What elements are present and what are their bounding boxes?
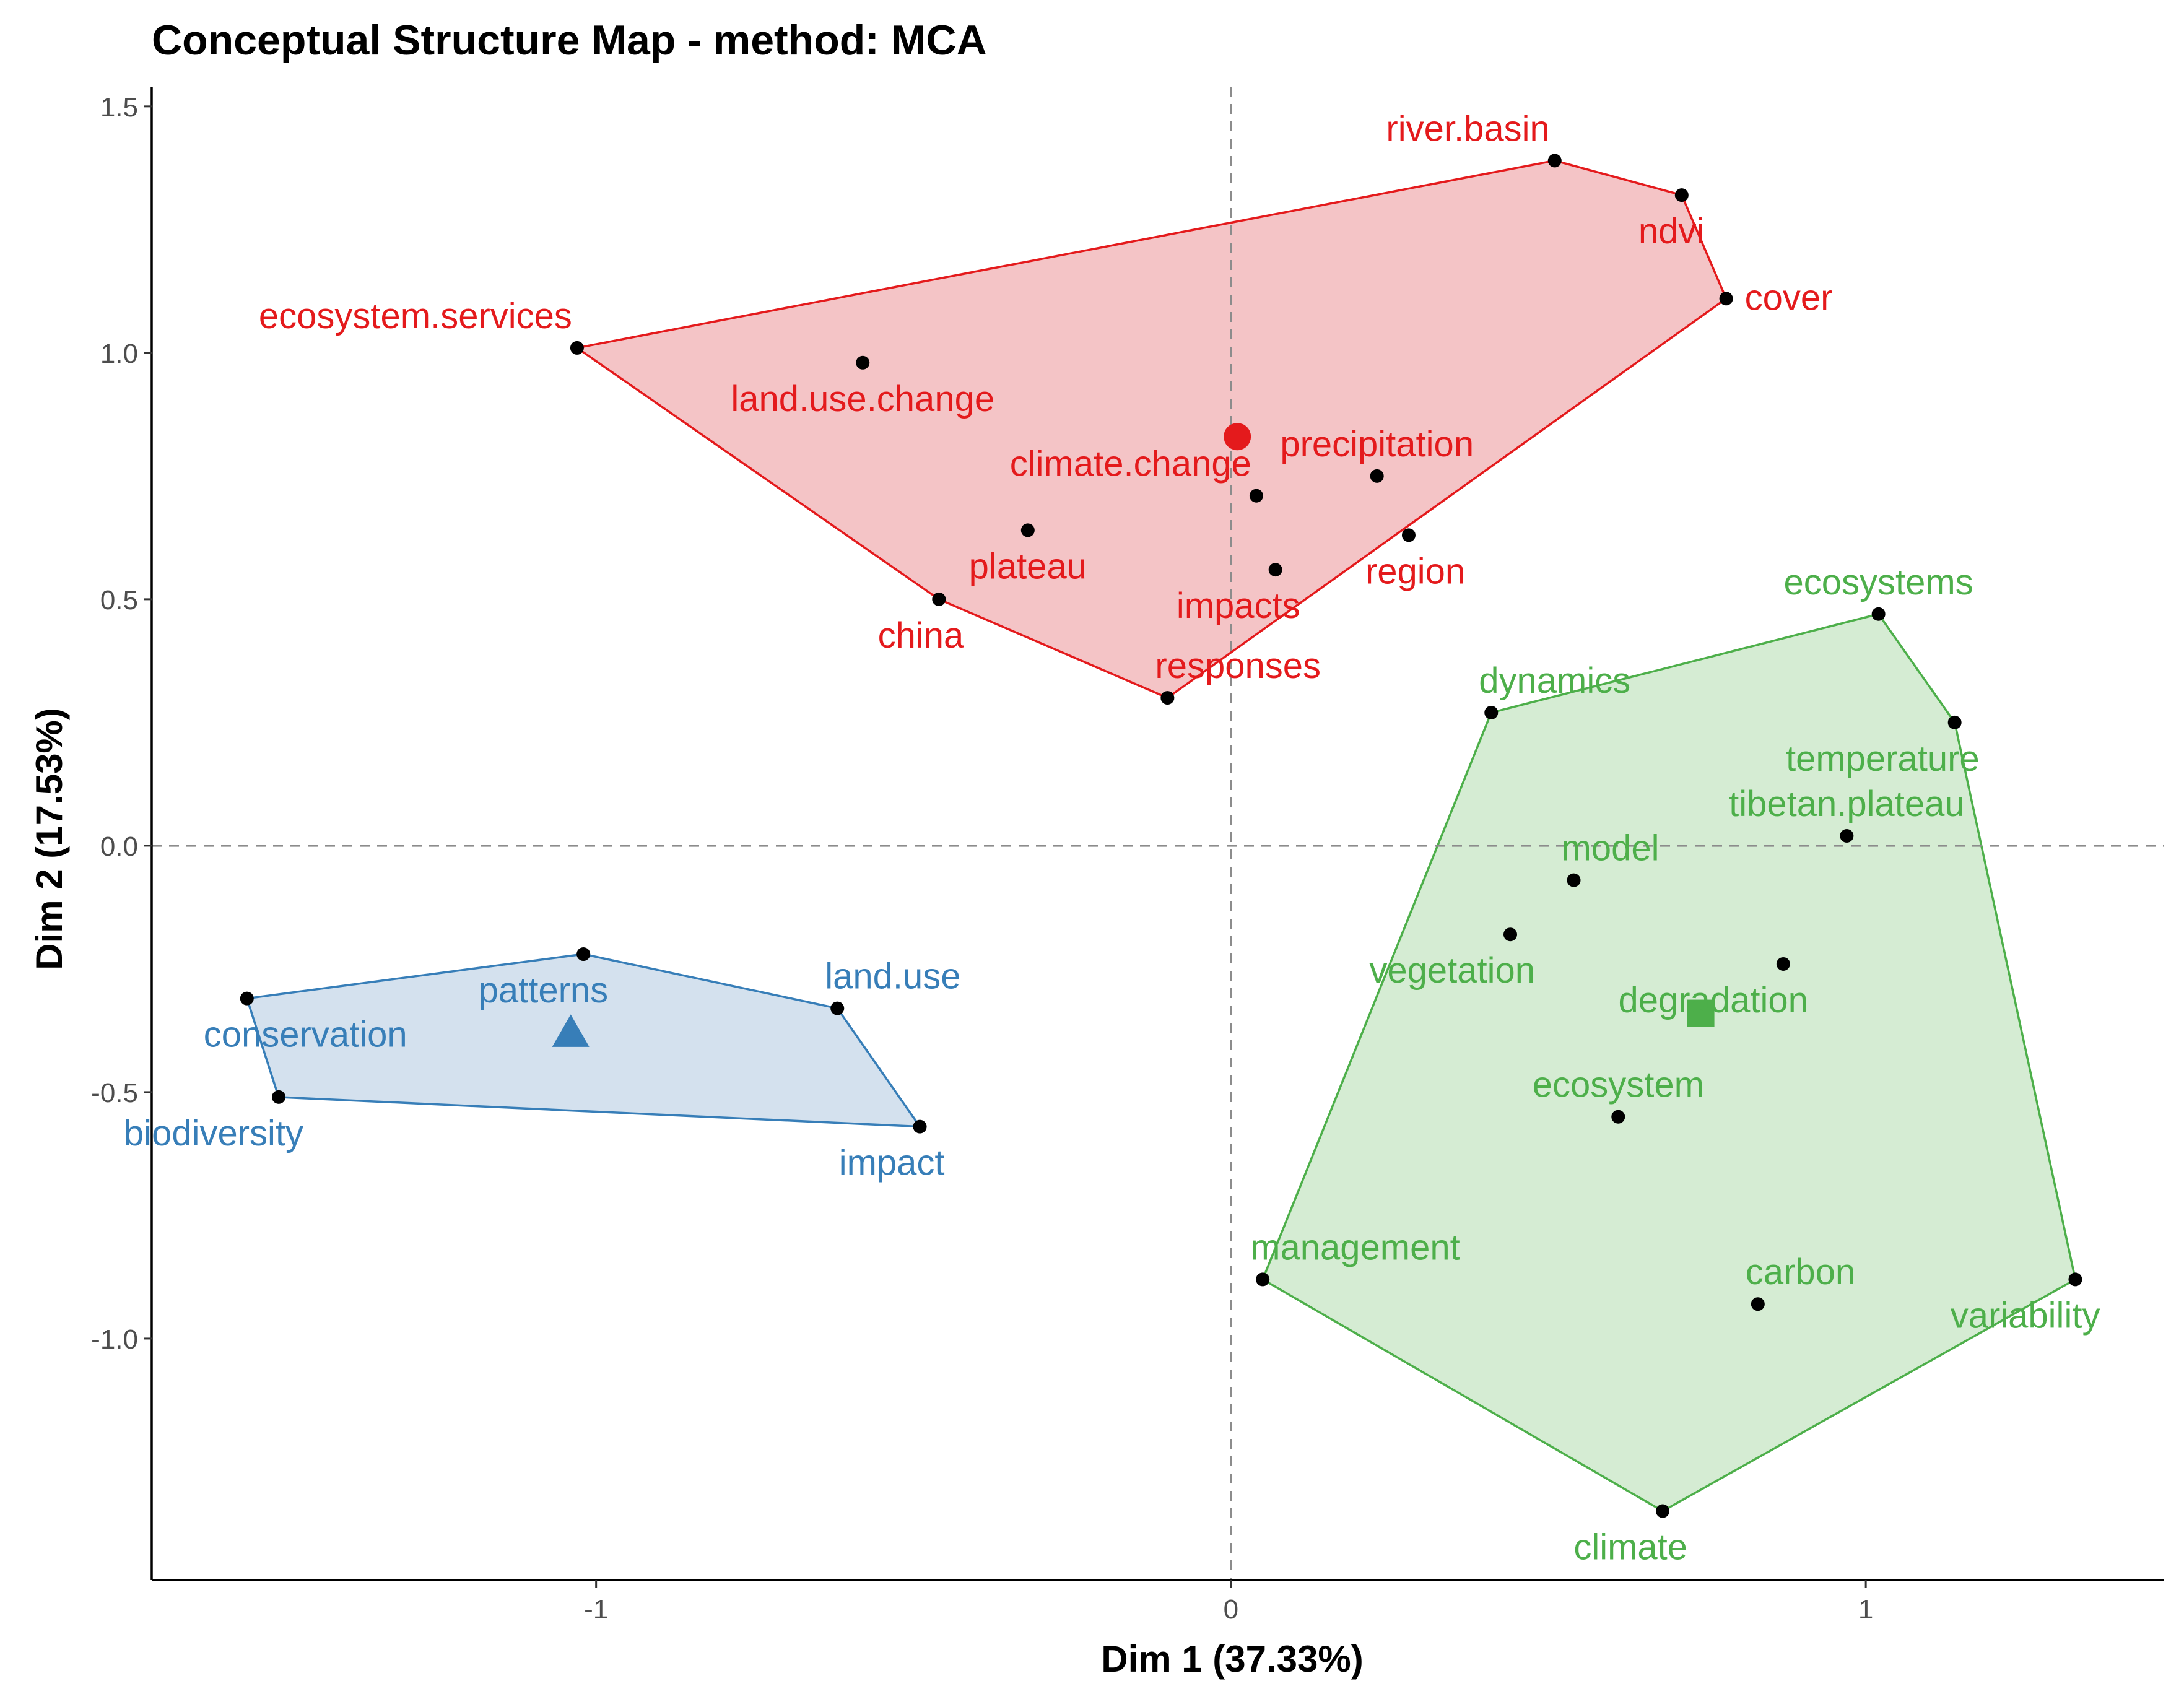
point-vegetation <box>1503 927 1518 942</box>
chart-title: Conceptual Structure Map - method: MCA <box>152 17 987 64</box>
y-axis-title: Dim 2 (17.53%) <box>28 708 70 970</box>
label-degradation: degradation <box>1618 980 1808 1020</box>
centroids-layer <box>552 423 1715 1047</box>
point-dynamics <box>1484 705 1499 719</box>
point-temperature <box>1947 715 1962 729</box>
label-ecosystem: ecosystem <box>1533 1065 1704 1105</box>
label-impacts: impacts <box>1177 586 1300 626</box>
y-tick-label: 1.5 <box>100 92 138 123</box>
x-tick-label: 1 <box>1858 1594 1873 1625</box>
cluster-3-centroid <box>552 1014 590 1047</box>
labels-layer: ecosystem.services land.use.change climate… <box>124 108 2100 1567</box>
y-tick-label: -1.0 <box>91 1324 138 1355</box>
point-impacts <box>1268 563 1282 577</box>
x-tick-label: -1 <box>584 1594 608 1625</box>
point-conservation <box>240 991 254 1006</box>
point-patterns <box>576 947 591 962</box>
point-degradation <box>1776 957 1790 971</box>
point-cover <box>1719 292 1733 306</box>
label-precipitation: precipitation <box>1280 424 1474 464</box>
point-ecosystem <box>1611 1110 1625 1124</box>
label-region: region <box>1365 551 1465 591</box>
point-plateau <box>1020 523 1035 537</box>
point-management <box>1256 1272 1270 1287</box>
label-ecosystems: ecosystems <box>1784 562 1973 602</box>
y-tick-label: -0.5 <box>91 1078 138 1108</box>
label-land-use-change: land.use.change <box>731 379 994 419</box>
cluster-1-hull <box>574 159 1728 700</box>
point-climate <box>1656 1504 1670 1518</box>
point-precipitation <box>1370 469 1384 483</box>
reference-lines <box>152 87 2164 1580</box>
point-ecosystems <box>1871 607 1886 621</box>
label-conservation: conservation <box>204 1015 407 1055</box>
point-carbon <box>1751 1297 1765 1311</box>
point-region <box>1401 528 1416 542</box>
x-tick-label: 0 <box>1224 1594 1238 1625</box>
hull-layer <box>245 159 2077 1513</box>
label-ecosystem-services: ecosystem.services <box>259 296 572 336</box>
points-layer <box>240 154 2082 1518</box>
label-cover: cover <box>1745 277 1833 318</box>
label-dynamics: dynamics <box>1479 661 1630 701</box>
point-ecosystem-services <box>570 341 584 355</box>
point-model <box>1567 873 1581 887</box>
point-responses <box>1160 691 1175 705</box>
label-model: model <box>1562 828 1660 869</box>
x-axis-title: Dim 1 (37.33%) <box>1101 1638 1364 1680</box>
cluster-2-centroid <box>1687 999 1715 1027</box>
label-temperature: temperature <box>1786 739 1980 779</box>
label-impact: impact <box>839 1143 945 1183</box>
label-biodiversity: biodiversity <box>124 1113 303 1153</box>
point-tibetan-plateau <box>1840 828 1854 843</box>
label-tibetan-plateau: tibetan.plateau <box>1729 784 1965 824</box>
y-tick-label: 0.5 <box>100 585 138 615</box>
label-river-basin: river.basin <box>1386 108 1549 149</box>
point-land-use <box>830 1001 845 1015</box>
point-biodiversity <box>272 1090 286 1104</box>
point-china <box>932 592 946 606</box>
point-land-use-change <box>856 355 870 370</box>
label-vegetation: vegetation <box>1369 950 1535 991</box>
label-carbon: carbon <box>1746 1252 1855 1292</box>
label-land-use: land.use <box>825 957 960 997</box>
label-climate-change: climate.change <box>1010 444 1251 484</box>
point-climate-change <box>1249 489 1263 503</box>
y-tick-label: 0.0 <box>100 832 138 862</box>
label-ndvi: ndvi <box>1638 211 1704 251</box>
label-plateau: plateau <box>969 546 1087 586</box>
axes: -1 0 1 1.5 1.0 0.5 0.0 -0.5 -1.0 <box>91 87 2164 1625</box>
point-river-basin <box>1547 154 1562 168</box>
label-patterns: patterns <box>479 970 609 1010</box>
label-climate: climate <box>1573 1527 1687 1568</box>
label-management: management <box>1250 1227 1460 1267</box>
cluster-1-centroid <box>1224 423 1251 451</box>
label-variability: variability <box>1951 1295 2100 1336</box>
point-variability <box>2068 1272 2082 1287</box>
label-responses: responses <box>1155 646 1321 686</box>
point-ndvi <box>1674 188 1689 202</box>
point-impact <box>913 1119 927 1134</box>
label-china: china <box>878 615 964 656</box>
y-tick-label: 1.0 <box>100 339 138 369</box>
